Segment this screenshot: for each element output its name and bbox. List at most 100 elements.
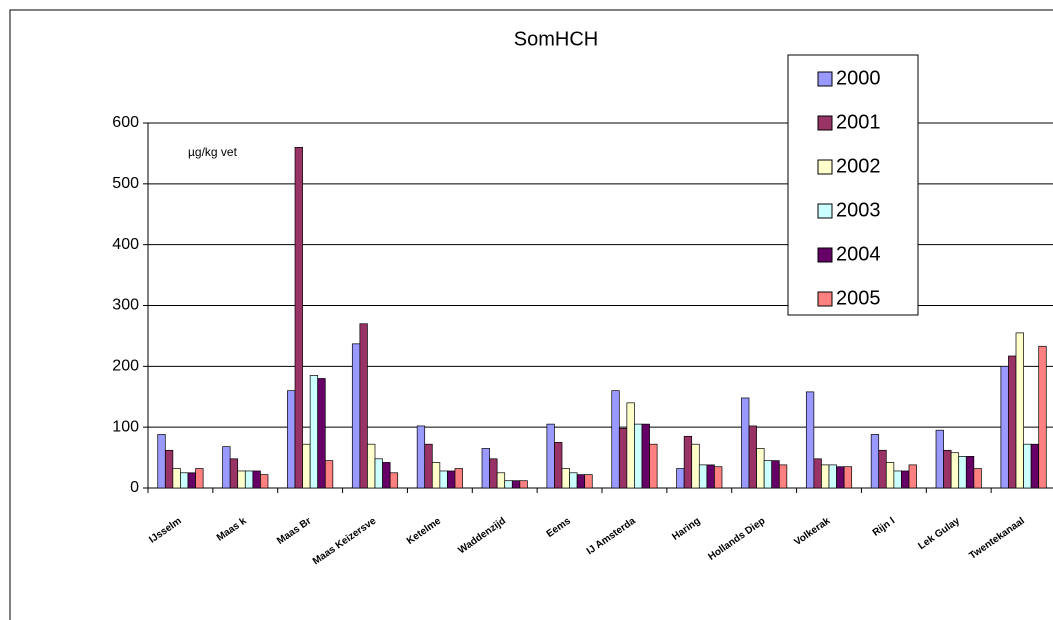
bar (324, 460, 334, 489)
bar (805, 391, 815, 489)
bar (611, 390, 620, 489)
bar (287, 390, 296, 489)
bar (374, 458, 383, 489)
bar (943, 449, 952, 489)
bar (1008, 355, 1017, 489)
bar (260, 474, 269, 489)
bar (546, 423, 555, 489)
bar (511, 480, 521, 489)
bar (828, 464, 837, 489)
bar (973, 468, 982, 489)
bar (965, 456, 975, 489)
bar (382, 462, 391, 489)
bar (885, 462, 895, 489)
bar (935, 429, 944, 489)
legend-label: 2000 (836, 67, 881, 89)
bar (748, 425, 757, 489)
bar (634, 423, 643, 489)
bar (649, 443, 658, 489)
legend-swatch (817, 291, 833, 307)
y-tick-label: 500 (112, 175, 139, 192)
bar (836, 466, 845, 489)
bar (496, 472, 506, 489)
bar (164, 449, 174, 489)
bar (870, 434, 880, 489)
y-tick-label: 200 (112, 358, 139, 375)
bar (439, 470, 448, 489)
legend-label: 2004 (836, 243, 881, 265)
bar (778, 464, 788, 489)
bar (763, 460, 773, 489)
legend-swatch (817, 115, 833, 131)
bar (569, 472, 578, 489)
bar (561, 468, 570, 489)
chart-title: SomHCH (514, 28, 598, 50)
bar (618, 428, 628, 489)
bar (908, 464, 917, 489)
y-tick-label: 400 (112, 236, 139, 253)
legend-swatch (817, 71, 833, 87)
bar (1030, 443, 1040, 489)
legend-label: 2005 (836, 287, 881, 309)
bar (222, 446, 231, 489)
bar (554, 442, 563, 489)
bar (698, 464, 708, 489)
bar (771, 460, 780, 489)
bar (309, 375, 319, 489)
y-tick-label: 600 (112, 114, 139, 131)
y-tick-label: 300 (112, 297, 139, 314)
bar (641, 423, 650, 489)
legend-label: 2001 (836, 111, 881, 133)
bar (950, 452, 960, 489)
bar (741, 397, 750, 489)
bar (676, 468, 685, 489)
bar (317, 378, 326, 489)
bar (157, 434, 166, 489)
bar (244, 470, 254, 489)
bar (180, 472, 189, 489)
bar (1015, 332, 1024, 489)
bar (359, 323, 368, 489)
bar (626, 402, 635, 489)
bar (691, 443, 700, 489)
legend-swatch (817, 203, 833, 219)
y-tick-label: 100 (112, 418, 139, 435)
bar (172, 468, 181, 489)
legend-label: 2003 (836, 199, 881, 221)
bar (187, 472, 196, 489)
bar (756, 448, 765, 489)
bar (229, 458, 239, 489)
bar (901, 470, 910, 489)
bar (294, 146, 303, 489)
bar (519, 480, 528, 489)
bar (489, 458, 498, 489)
bar (302, 443, 311, 489)
bar (504, 480, 513, 489)
bar (576, 474, 586, 489)
bar (893, 470, 902, 489)
annotation: µg/kg vet (188, 145, 238, 159)
bar (813, 458, 822, 489)
bar (447, 470, 456, 489)
bar (367, 443, 376, 489)
bar (431, 462, 441, 489)
bar (1000, 365, 1009, 489)
y-tick-label: 0 (130, 479, 139, 496)
bar (821, 464, 830, 489)
bar (481, 448, 490, 489)
bar (714, 466, 723, 489)
legend (787, 54, 919, 316)
bar (584, 474, 593, 489)
bar (351, 343, 361, 489)
bar (843, 466, 853, 489)
bar (683, 435, 693, 489)
bar (424, 443, 433, 489)
bar (389, 472, 399, 489)
bar (958, 456, 967, 489)
legend-label: 2002 (836, 155, 881, 177)
bar (706, 464, 715, 489)
bar (1023, 443, 1032, 489)
bar (416, 425, 426, 489)
legend-swatch (817, 159, 833, 175)
